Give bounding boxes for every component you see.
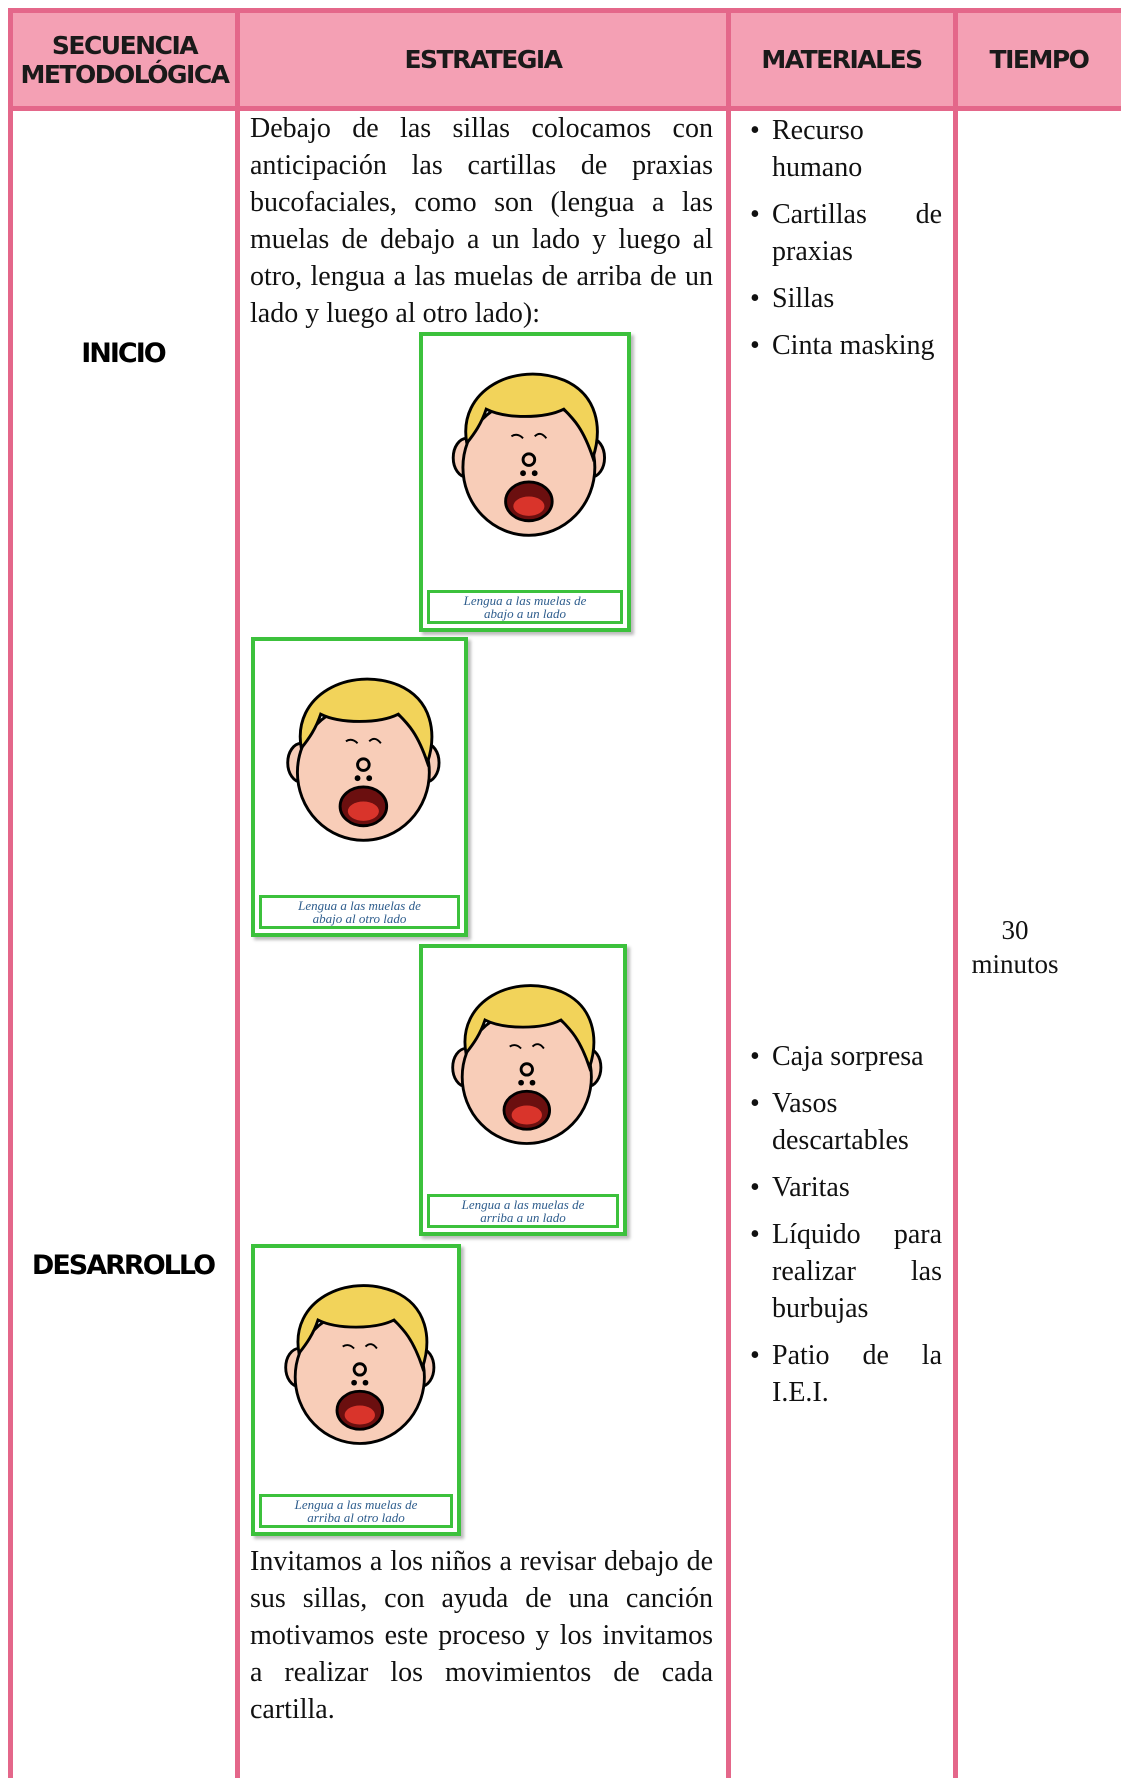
border — [726, 8, 731, 1778]
card-caption: Lengua a las muelas de abajo al otro lad… — [259, 895, 460, 929]
praxia-card: Lengua a las muelas de arriba a un lado — [419, 944, 627, 1236]
praxia-card: Lengua a las muelas de abajo al otro lad… — [251, 637, 468, 937]
material-item: Recurso humano — [750, 112, 942, 186]
border — [235, 8, 240, 1778]
sequence-label: DESARROLLO — [31, 1250, 216, 1281]
praxia-card: Lengua a las muelas de arriba al otro la… — [251, 1244, 461, 1536]
header-cell: SECUENCIA METODOLÓGICA — [13, 11, 236, 108]
strategy-text: Debajo de las sillas colocamos con antic… — [250, 113, 713, 329]
face-illustration — [284, 1284, 436, 1445]
header-cell: ESTRATEGIA — [240, 11, 726, 108]
material-item: Patio de la I.E.I. — [750, 1337, 942, 1411]
header-cell: MATERIALES — [730, 11, 953, 108]
praxia-card: Lengua a las muelas de abajo a un lado — [419, 332, 631, 632]
header-cell: TIEMPO — [957, 11, 1121, 108]
material-item: Cinta masking — [750, 327, 942, 364]
border — [8, 8, 13, 1778]
time: 30 minutos — [971, 915, 1059, 979]
material-item: Líquido para realizar las burbujas — [750, 1216, 942, 1327]
card-caption: Lengua a las muelas de arriba al otro la… — [259, 1494, 453, 1528]
material-item: Cartillas de praxias — [750, 196, 942, 270]
card-caption: Lengua a las muelas de arriba a un lado — [427, 1194, 619, 1228]
border — [953, 8, 958, 1778]
materials-list: Caja sorpresa Vasos descartables Varitas Lí… — [750, 1038, 942, 1421]
border — [8, 106, 1121, 111]
material-item: Varitas — [750, 1169, 942, 1206]
strategy-text: Invitamos a los niños a revisar debajo d… — [250, 1546, 713, 1725]
face-illustration — [451, 984, 603, 1145]
material-item: Vasos descartables — [750, 1085, 942, 1159]
materials-list: Recurso humano Cartillas de praxias Sillas… — [750, 112, 942, 374]
face-illustration — [286, 677, 441, 842]
face-illustration — [451, 372, 606, 537]
card-caption: Lengua a las muelas de abajo a un lado — [427, 590, 623, 624]
material-item: Caja sorpresa — [750, 1038, 942, 1075]
material-item: Sillas — [750, 280, 942, 317]
sequence-label: INICIO — [81, 338, 167, 369]
border — [8, 8, 1121, 13]
